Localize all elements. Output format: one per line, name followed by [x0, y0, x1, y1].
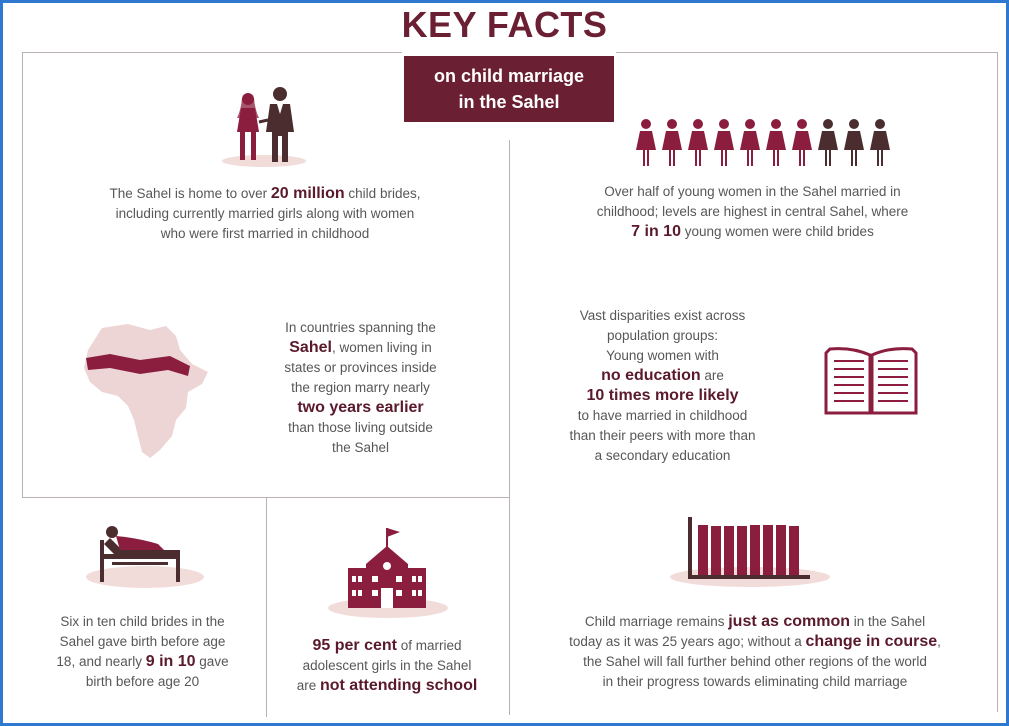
school-line-2: adolescent girls in the Sahel	[302, 658, 472, 673]
two-years-highlight-1: Sahel	[289, 339, 332, 356]
common-highlight-1: just as common	[728, 613, 851, 630]
girl-figure	[766, 119, 786, 166]
girl-figure	[818, 119, 838, 166]
education-line-2: population groups:	[606, 328, 719, 343]
two-years-line-6: than those living outside	[288, 420, 433, 435]
bar-graph-icon	[688, 517, 810, 579]
girl-figure	[662, 119, 682, 166]
common-highlight-2: change in course	[805, 633, 938, 650]
couple-icon	[237, 87, 294, 162]
fact-common: Child marriage remains just as common in…	[516, 612, 994, 692]
school-building-icon	[348, 528, 426, 608]
divider-right-edge	[997, 52, 998, 712]
education-post-1: are	[700, 368, 724, 383]
education-line-6: to have married in childhood	[577, 408, 748, 423]
child-brides-highlight: 20 million	[270, 185, 345, 202]
two-years-line-4: the region marry nearly	[291, 380, 430, 395]
divider-top-right	[616, 52, 998, 53]
two-years-line-3: states or provinces inside	[284, 360, 437, 375]
girl-figure	[636, 119, 656, 166]
divider-left-edge	[22, 52, 23, 497]
child-brides-line-3: who were first married in childhood	[160, 226, 370, 241]
over-half-post: young women were child brides	[680, 224, 874, 239]
child-brides-line-2: including currently married girls along …	[115, 206, 415, 221]
education-line-1: Vast disparities exist across	[579, 308, 746, 323]
school-highlight-2: not attending school	[319, 677, 478, 694]
fact-school: 95 per cent of married adolescent girls …	[272, 636, 502, 696]
girl-figure	[844, 119, 864, 166]
birth-highlight: 9 in 10	[145, 653, 196, 670]
fact-education: Vast disparities exist across population…	[540, 306, 785, 466]
common-pre-2: today as it was 25 years ago; without a	[569, 634, 806, 649]
girl-figure	[870, 119, 890, 166]
education-highlight-2: 10 times more likely	[586, 387, 739, 404]
child-brides-pre: The Sahel is home to over	[109, 186, 271, 201]
common-pre-1: Child marriage remains	[584, 614, 729, 629]
fact-birth: Six in ten child brides in the Sahel gav…	[30, 612, 255, 692]
divider-middle	[22, 497, 509, 498]
page-title: KEY FACTS	[401, 4, 608, 45]
over-half-highlight: 7 in 10	[631, 223, 681, 240]
education-highlight-1: no education	[601, 367, 701, 384]
birth-line-1: Six in ten child brides in the	[60, 614, 225, 629]
two-years-highlight-2: two years earlier	[297, 399, 424, 416]
over-half-line-2: childhood; levels are highest in central…	[596, 204, 909, 219]
divider-bottom-left	[266, 497, 267, 717]
girl-figure	[714, 119, 734, 166]
school-pre-3: are	[296, 678, 320, 693]
birth-line-2: Sahel gave birth before age	[59, 634, 226, 649]
girl-figure	[688, 119, 708, 166]
fact-child-brides: The Sahel is home to over 20 million chi…	[40, 184, 490, 244]
open-book-icon	[824, 347, 918, 415]
subtitle-box: on child marriage in the Sahel	[404, 56, 614, 122]
subtitle-line-2: in the Sahel	[458, 92, 560, 112]
divider-center	[509, 140, 510, 715]
over-half-line-1: Over half of young women in the Sahel ma…	[604, 184, 901, 199]
fact-two-years: In countries spanning the Sahel, women l…	[248, 318, 473, 458]
girl-figure	[792, 119, 812, 166]
birth-post-3: gave	[195, 654, 229, 669]
education-line-3: Young women with	[606, 348, 719, 363]
school-post-1: of married	[396, 638, 462, 653]
fact-over-half: Over half of young women in the Sahel ma…	[525, 182, 980, 242]
school-highlight-1: 95 per cent	[312, 637, 397, 654]
two-years-line-1: In countries spanning the	[285, 320, 436, 335]
common-line-3: the Sahel will fall further behind other…	[583, 654, 927, 669]
birth-pre-3: 18, and nearly	[56, 654, 146, 669]
girl-figures-icon	[636, 119, 890, 166]
subtitle-line-1: on child marriage	[433, 66, 585, 86]
common-line-4: in their progress towards eliminating ch…	[602, 674, 908, 689]
common-post-2: ,	[937, 634, 941, 649]
two-years-post-1: , women living in	[331, 340, 432, 355]
hospital-bed-icon	[100, 526, 180, 582]
common-post-1: in the Sahel	[850, 614, 926, 629]
education-line-7: than their peers with more than	[569, 428, 756, 443]
bed-shadow	[86, 566, 204, 588]
girl-figure	[740, 119, 760, 166]
two-years-line-7: the Sahel	[331, 440, 390, 455]
birth-line-4: birth before age 20	[85, 674, 200, 689]
africa-map-icon	[84, 324, 208, 458]
divider-top-left	[22, 52, 402, 53]
child-brides-post: child brides,	[344, 186, 421, 201]
education-line-8: a secondary education	[594, 448, 731, 463]
